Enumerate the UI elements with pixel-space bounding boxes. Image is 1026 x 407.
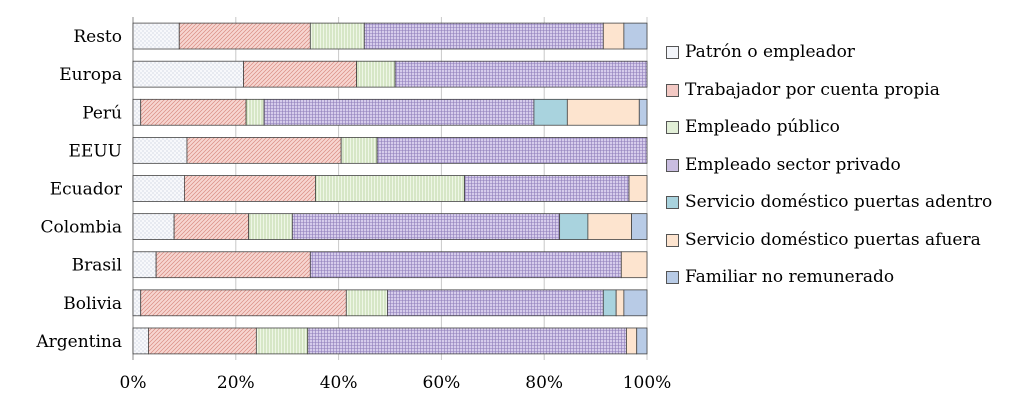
bar-segment — [623, 289, 648, 317]
legend-swatch — [666, 233, 679, 247]
bar-segment — [186, 137, 342, 164]
y-tick-label: Colombia — [41, 218, 123, 238]
bar-segment — [363, 22, 604, 50]
bar-segment — [140, 98, 247, 126]
x-tick-label: 20% — [217, 373, 255, 393]
bar-segment — [345, 289, 388, 317]
bar-segment — [387, 289, 604, 317]
x-axis-tick-labels: 0% 20% 40% 60% 80% 100% — [120, 373, 672, 393]
legend-swatch — [666, 196, 679, 210]
x-tick-label: 80% — [525, 373, 563, 393]
bar-segment — [140, 289, 347, 317]
bar-segment — [309, 251, 622, 279]
legend-item: Servicio doméstico puertas afuera — [666, 222, 992, 260]
legend-swatch — [666, 271, 679, 285]
bar-segment — [132, 137, 188, 164]
y-tick-label: Ecuador — [50, 180, 123, 200]
bar-segment — [626, 327, 638, 355]
bar-segment — [255, 327, 309, 355]
bar-segment — [533, 98, 568, 126]
legend-label: Familiar no remunerado — [685, 267, 895, 288]
legend-item: Trabajador por cuenta propia — [666, 72, 992, 110]
bar-segment — [464, 175, 630, 202]
legend: Patrón o empleador Trabajador por cuenta … — [666, 34, 992, 297]
y-tick-label: EEUU — [69, 141, 122, 161]
bar-segment — [559, 213, 589, 240]
legend-label: Empleado sector privado — [685, 154, 901, 175]
legend-label: Servicio doméstico puertas adentro — [685, 192, 993, 213]
bar-segment — [132, 175, 185, 202]
bar-segment — [376, 137, 648, 164]
legend-item: Empleado público — [666, 109, 992, 147]
legend-item: Familiar no remunerado — [666, 259, 992, 297]
bar-segment — [587, 213, 632, 240]
legend-label: Servicio doméstico puertas afuera — [685, 229, 981, 250]
y-tick-label: Brasil — [72, 256, 122, 276]
bar-segment — [132, 327, 149, 355]
bar-segment — [248, 213, 293, 240]
bar-segment — [356, 60, 396, 88]
bar-segment — [243, 60, 357, 88]
x-tick-label: 60% — [423, 373, 461, 393]
bar-segment — [132, 22, 180, 50]
bar-segment — [291, 213, 561, 240]
legend-item: Servicio doméstico puertas adentro — [666, 184, 992, 222]
legend-label: Empleado público — [685, 117, 840, 138]
x-tick-label: 0% — [120, 373, 147, 393]
bar-segment — [394, 60, 648, 88]
bar-segment — [638, 98, 648, 126]
bar-segment — [615, 289, 625, 317]
y-axis-tick-labels: Resto Europa Perú EEUU Ecuador Colombia Brasil… — [35, 27, 123, 352]
bar-segment — [623, 22, 648, 50]
x-tick-label: 40% — [320, 373, 358, 393]
bar-segment — [155, 251, 311, 279]
legend-label: Trabajador por cuenta propia — [685, 79, 940, 100]
y-tick-label: Resto — [73, 27, 122, 47]
bar-segment — [636, 327, 648, 355]
bar-segment — [631, 213, 648, 240]
legend-item: Patrón o empleador — [666, 34, 992, 72]
bar-segment — [315, 175, 465, 202]
bar-segment — [602, 22, 625, 50]
bar-segment — [340, 137, 378, 164]
y-tick-label: Bolivia — [63, 294, 122, 314]
legend-swatch — [666, 158, 679, 172]
x-tick-label: 100% — [623, 373, 672, 393]
legend-swatch — [666, 46, 679, 60]
bar-segment — [132, 98, 142, 126]
y-tick-label: Europa — [59, 65, 122, 85]
bar-segment — [245, 98, 265, 126]
legend-swatch — [666, 83, 679, 97]
bar-segment — [183, 175, 316, 202]
bar-segment — [620, 251, 648, 279]
bar-segment — [132, 289, 142, 317]
bar-segment — [307, 327, 627, 355]
bar-segment — [566, 98, 640, 126]
bar-segment — [602, 289, 617, 317]
bar-segment — [148, 327, 257, 355]
bar-segment — [173, 213, 250, 240]
bar-segment — [628, 175, 648, 202]
bar-segment — [132, 60, 244, 88]
bar-segment — [132, 213, 175, 240]
legend-label: Patrón o empleador — [685, 42, 855, 63]
legend-item: Empleado sector privado — [666, 147, 992, 185]
bar-segment — [132, 251, 157, 279]
bar-segment — [263, 98, 535, 126]
y-tick-label: Perú — [82, 103, 122, 123]
bars — [132, 22, 648, 355]
bar-segment — [309, 22, 365, 50]
y-tick-label: Argentina — [35, 332, 122, 352]
bar-segment — [178, 22, 311, 50]
legend-swatch — [666, 121, 679, 135]
